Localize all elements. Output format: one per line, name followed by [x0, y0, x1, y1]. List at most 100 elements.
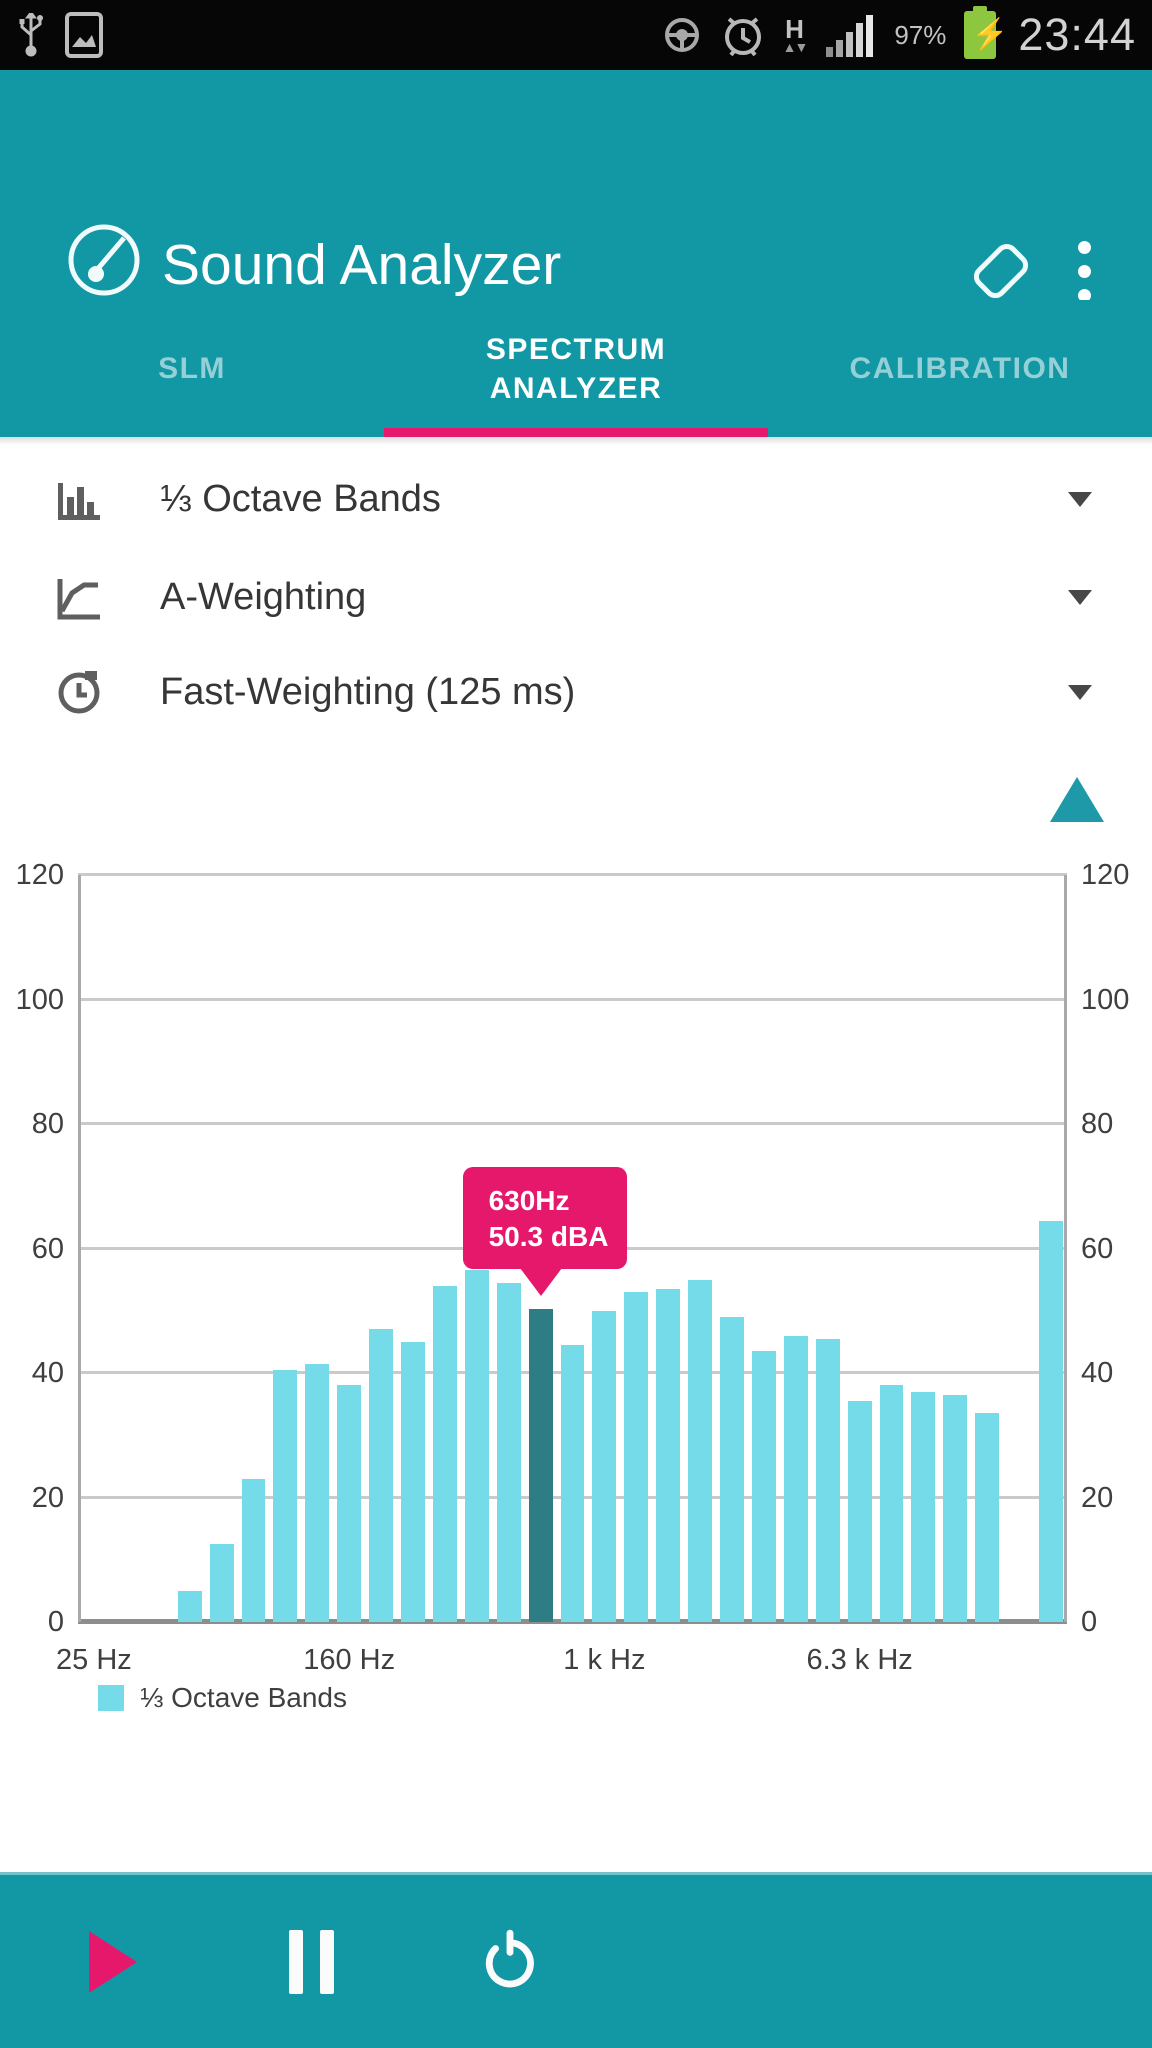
battery-percent: 97%	[894, 19, 947, 50]
y-axis-label-right: 20	[1081, 1481, 1114, 1514]
y-axis-label-right: 60	[1081, 1232, 1114, 1265]
y-axis-label-left: 100	[15, 983, 64, 1016]
x-axis-label: 1 k Hz	[563, 1644, 646, 1676]
bar-800 Hz[interactable]	[560, 1345, 585, 1622]
frequency-weighting-dropdown[interactable]: A-Weighting	[0, 550, 1152, 645]
gallery-icon	[64, 11, 104, 59]
play-button[interactable]	[28, 1875, 198, 2048]
x-axis-label: 25 Hz	[56, 1644, 132, 1676]
active-tab-indicator	[384, 428, 768, 437]
chevron-down-icon	[1068, 492, 1092, 507]
y-axis-label-right: 40	[1081, 1357, 1114, 1389]
chevron-down-icon	[1068, 685, 1092, 700]
overflow-menu-icon[interactable]	[1054, 228, 1114, 314]
tooltip-frequency: 630Hz	[488, 1184, 570, 1216]
clock-icon	[54, 668, 104, 718]
bar-10 kHz[interactable]	[911, 1391, 936, 1622]
gridline	[78, 997, 1067, 1001]
selected-band-tooltip: 630Hz 50.3 dBA	[462, 1166, 627, 1269]
bar-125 Hz[interactable]	[305, 1363, 330, 1622]
collapse-settings-button[interactable]	[1050, 777, 1104, 822]
y-axis-label-left: 80	[31, 1108, 64, 1140]
gridline	[78, 1122, 1067, 1125]
tab-bar-shadow	[0, 437, 1152, 445]
y-axis-label-right: 80	[1081, 1108, 1114, 1140]
bar-80 Hz[interactable]	[241, 1478, 266, 1622]
bar-200 Hz[interactable]	[369, 1329, 394, 1622]
band-type-dropdown[interactable]: ⅓ Octave Bands	[0, 452, 1152, 547]
y-axis-label-left: 120	[15, 859, 64, 891]
bar-100 Hz[interactable]	[273, 1369, 298, 1622]
bar-630 Hz[interactable]	[528, 1308, 553, 1622]
bar-4 kHz[interactable]	[783, 1335, 808, 1622]
plot-area[interactable]	[78, 873, 1067, 1624]
bar-315 Hz[interactable]	[432, 1285, 457, 1622]
chart-legend: ⅓ Octave Bands	[98, 1682, 347, 1714]
axis-line	[78, 875, 81, 1622]
bar-1.25 kHz[interactable]	[624, 1292, 649, 1622]
bar-6.3 kHz[interactable]	[847, 1401, 872, 1622]
bar-right-edge[interactable]	[1039, 1220, 1063, 1622]
y-axis-label-right: 100	[1081, 983, 1130, 1016]
clock-time: 23:44	[1018, 9, 1136, 60]
app-title: Sound Analyzer	[162, 233, 562, 297]
reset-icon	[485, 1929, 534, 1987]
gridline	[78, 873, 1067, 876]
bar-12.5 kHz[interactable]	[943, 1394, 968, 1622]
tab-spectrum-analyzer[interactable]: SPECTRUM ANALYZER	[485, 332, 667, 405]
tooltip-pointer	[519, 1267, 562, 1296]
pause-button[interactable]	[226, 1875, 396, 2048]
bar-chart-icon	[54, 475, 104, 525]
transport-toolbar	[0, 1872, 1152, 2048]
x-axis-label: 160 Hz	[303, 1644, 396, 1676]
time-weighting-dropdown[interactable]: Fast-Weighting (125 ms)	[0, 645, 1152, 740]
tooltip-level: 50.3 dBA	[488, 1220, 609, 1252]
bar-50 Hz[interactable]	[177, 1590, 202, 1622]
y-axis-label-left: 0	[47, 1606, 64, 1638]
gridline	[78, 1246, 1067, 1250]
bar-160 Hz[interactable]	[337, 1385, 362, 1622]
axis-line	[1064, 875, 1067, 1622]
signal-icon	[824, 13, 876, 57]
bar-3.15 kHz[interactable]	[751, 1351, 776, 1622]
bar-250 Hz[interactable]	[401, 1341, 425, 1622]
reset-button[interactable]	[425, 1875, 595, 2048]
bar-400 Hz[interactable]	[464, 1270, 489, 1622]
bar-2 kHz[interactable]	[688, 1279, 713, 1622]
legend-swatch	[98, 1685, 124, 1711]
line-chart-icon	[54, 573, 104, 623]
bar-16 kHz[interactable]	[975, 1413, 1000, 1622]
time-weighting-value: Fast-Weighting (125 ms)	[160, 671, 576, 713]
y-axis-label-left: 20	[31, 1481, 64, 1514]
y-axis-label-left: 40	[31, 1357, 64, 1389]
bar-1.6 kHz[interactable]	[656, 1288, 681, 1622]
battery-icon: ⚡	[964, 6, 1009, 59]
status-bar: H ▲▼ 97% ⚡ 23:44	[0, 0, 1152, 70]
alarm-icon	[721, 11, 765, 59]
wheel-icon	[661, 14, 703, 56]
band-type-value: ⅓ Octave Bands	[160, 478, 441, 520]
bar-500 Hz[interactable]	[496, 1282, 521, 1622]
tab-slm[interactable]: SLM	[158, 352, 226, 385]
chevron-down-icon	[1068, 590, 1092, 605]
bar-8 kHz[interactable]	[879, 1385, 904, 1622]
legend-label: ⅓ Octave Bands	[140, 1682, 348, 1713]
app-logo	[66, 222, 142, 298]
tab-calibration[interactable]: CALIBRATION	[849, 352, 1071, 385]
frequency-weighting-value: A-Weighting	[160, 576, 367, 618]
bar-1 kHz[interactable]	[592, 1310, 617, 1622]
app-header: Sound Analyzer	[0, 70, 1152, 302]
tab-bar: SLM SPECTRUM ANALYZER CALIBRATION	[0, 300, 1152, 437]
y-axis-label-right: 120	[1081, 859, 1130, 891]
y-axis-label-left: 60	[31, 1232, 64, 1265]
bar-63 Hz[interactable]	[209, 1544, 234, 1622]
pause-icon	[288, 1929, 334, 1994]
network-type-indicator: H ▲▼	[782, 14, 809, 55]
bar-5 kHz[interactable]	[815, 1338, 840, 1622]
charging-bolt-icon: ⚡	[971, 18, 1009, 51]
y-axis-label-right: 0	[1081, 1606, 1098, 1638]
rotate-screen-icon[interactable]	[958, 228, 1044, 314]
bar-2.5 kHz[interactable]	[720, 1316, 744, 1622]
usb-icon	[16, 13, 46, 57]
